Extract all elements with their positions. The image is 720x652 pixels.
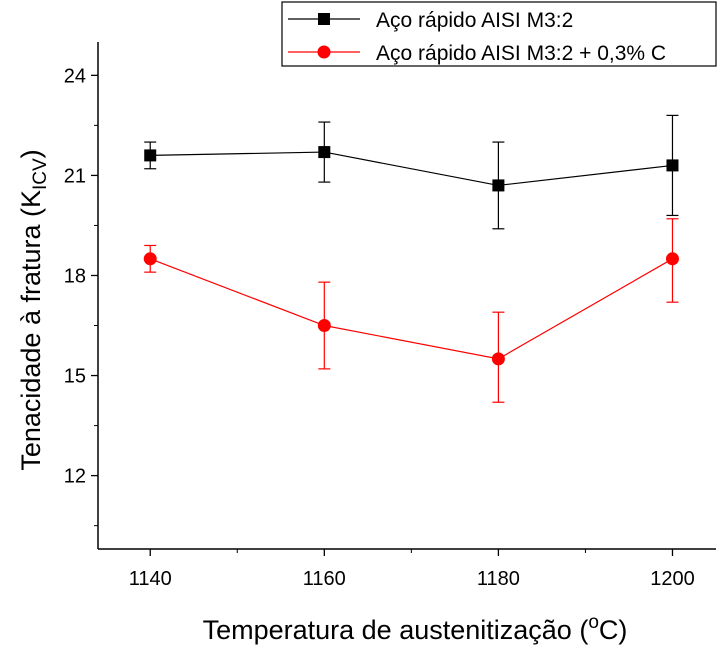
y-tick-label: 15 — [64, 366, 86, 388]
legend-label-series-1: Aço rápido AISI M3:2 — [376, 9, 573, 32]
y-axis-title: Tenacidade à fratura (KICV) — [16, 149, 51, 470]
x-axis-title-main: Temperatura de austenitização ( — [203, 615, 589, 645]
x-tick-label: 1180 — [477, 568, 520, 590]
y-tick-label: 24 — [64, 65, 86, 87]
data-point — [318, 146, 331, 159]
series-line — [150, 258, 673, 360]
y-tick-label: 18 — [64, 265, 86, 287]
y-tick-label: 21 — [64, 165, 86, 187]
x-tick-label: 1160 — [303, 568, 346, 590]
x-axis-title-superscript: o — [588, 612, 599, 633]
ticks: 12 15 18 21 24 1140 1160 1180 1200 — [64, 65, 695, 590]
y-axis-title-subscript: ICV — [30, 158, 51, 190]
y-tick-label: 12 — [64, 466, 86, 488]
data-point — [144, 149, 157, 162]
legend-label-series-2: Aço rápido AISI M3:2 + 0,3% C — [376, 42, 666, 65]
data-point — [491, 352, 505, 366]
series-1 — [144, 114, 679, 230]
y-axis-title-main: Tenacidade à fratura (K — [16, 190, 46, 471]
y-axis-title-end: ) — [16, 149, 46, 158]
x-axis-title-end: C) — [599, 615, 628, 645]
x-tick-label: 1140 — [129, 568, 172, 590]
legend: Aço rápido AISI M3:2 Aço rápido AISI M3:… — [281, 1, 717, 67]
data-point — [666, 159, 679, 172]
x-tick-label: 1200 — [650, 568, 695, 590]
series-2 — [143, 218, 679, 403]
data-point — [317, 319, 331, 333]
legend-box — [281, 1, 717, 67]
x-axis-title: Temperatura de austenitização (oC) — [203, 612, 628, 645]
legend-marker-series-1 — [318, 13, 330, 25]
legend-marker-series-2 — [317, 45, 331, 59]
data-point — [492, 179, 505, 192]
data-point — [143, 252, 157, 266]
series-layer — [143, 114, 679, 403]
data-point — [665, 252, 679, 266]
axes — [97, 42, 716, 550]
series-line — [150, 151, 673, 187]
